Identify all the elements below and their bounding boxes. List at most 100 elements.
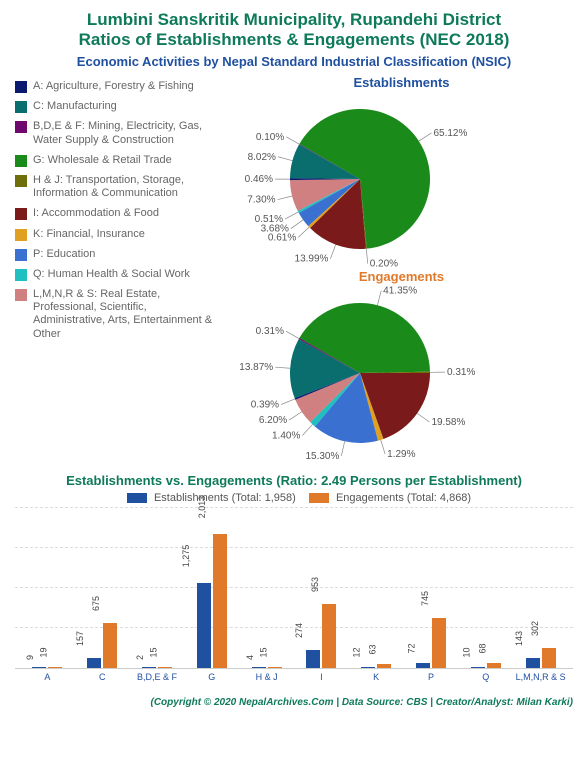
bar-value: 745 <box>420 591 430 609</box>
bar-category-label: G <box>184 668 239 682</box>
legend-item: G: Wholesale & Retail Trade <box>15 154 220 167</box>
bar-value: 72 <box>406 644 416 657</box>
bar-establishments: 274 <box>306 650 320 668</box>
bar-value: 953 <box>310 577 320 595</box>
bar-group: 1263K <box>349 664 404 668</box>
pie-slice-label: 7.30% <box>247 195 275 206</box>
legend-swatch <box>15 269 27 281</box>
pie-slice-label: 1.29% <box>387 449 415 460</box>
bar-value: 302 <box>530 621 540 639</box>
bar-value: 1,275 <box>181 545 191 571</box>
legend-item: H & J: Transportation, Storage, Informat… <box>15 174 220 200</box>
title-line-2: Ratios of Establishments & Engagements (… <box>15 30 573 50</box>
bar-value: 274 <box>294 623 304 641</box>
bar-group: 72745P <box>404 618 459 668</box>
bar-section: Establishments vs. Engagements (Ratio: 2… <box>15 473 573 669</box>
bar-category-label: L,M,N,R & S <box>513 668 568 682</box>
bar-engagements: 953 <box>322 604 336 668</box>
bar-group: 274953I <box>294 604 349 668</box>
legend: A: Agriculture, Forestry & Fishing C: Man… <box>15 73 220 461</box>
legend-label-eng: Engagements (Total: 4,868) <box>336 492 471 504</box>
pie-slice-label: 0.31% <box>256 326 284 337</box>
bar-category-label: B,D,E & F <box>130 668 185 682</box>
pie2-wrap: 41.35%0.31%19.58%1.29%15.30%1.40%6.20%0.… <box>230 286 573 461</box>
bar-establishments: 157 <box>87 658 101 668</box>
pie-slice-label: 65.12% <box>433 128 467 139</box>
bar-group: 1068Q <box>458 663 513 668</box>
legend-label: L,M,N,R & S: Real Estate, Professional, … <box>33 288 220 341</box>
legend-swatch <box>15 289 27 301</box>
top-section: A: Agriculture, Forestry & Fishing C: Man… <box>15 73 573 461</box>
legend-item: K: Financial, Insurance <box>15 228 220 241</box>
pie-slice-label: 0.31% <box>447 367 475 378</box>
pie-slice-label: 0.20% <box>370 259 398 267</box>
bar-value: 143 <box>514 631 524 649</box>
legend-label: H & J: Transportation, Storage, Informat… <box>33 174 220 200</box>
pie-slice-label: 13.99% <box>295 254 329 265</box>
bar-category-label: K <box>349 668 404 682</box>
pie2-title: Engagements <box>230 269 573 284</box>
bar-value: 15 <box>258 647 268 660</box>
bar-group: 1,2752,013G <box>184 534 239 668</box>
pie-slice-label: 1.40% <box>272 430 300 441</box>
legend-item: P: Education <box>15 248 220 261</box>
legend-swatch <box>15 249 27 261</box>
bar-group: 157675C <box>75 623 130 668</box>
bar-value: 4 <box>245 655 255 663</box>
bar-value: 10 <box>461 647 471 660</box>
bar-chart: 919A157675C215B,D,E & F1,2752,013G415H &… <box>15 508 573 669</box>
legend-label: A: Agriculture, Forestry & Fishing <box>33 80 194 93</box>
bar-value: 675 <box>91 596 101 614</box>
bar-establishments: 143 <box>526 658 540 668</box>
bar-value: 2,013 <box>197 496 207 522</box>
bar-value: 12 <box>352 647 362 660</box>
bar-category-label: H & J <box>239 668 294 682</box>
bar-value: 15 <box>148 647 158 660</box>
legend-label: B,D,E & F: Mining, Electricity, Gas, Wat… <box>33 120 220 146</box>
pie1-wrap: 65.12%0.20%13.99%0.61%3.68%0.51%7.30%0.4… <box>230 92 573 267</box>
pie-slice-label: 41.35% <box>383 286 417 297</box>
bar-establishments: 1,275 <box>197 583 211 668</box>
legend-swatch-est <box>127 493 147 503</box>
legend-item: I: Accommodation & Food <box>15 207 220 220</box>
legend-label: K: Financial, Insurance <box>33 228 145 241</box>
legend-label: P: Education <box>33 248 95 261</box>
bar-value: 63 <box>368 644 378 657</box>
legend-swatch <box>15 101 27 113</box>
bar-category-label: C <box>75 668 130 682</box>
bar-group: 919A <box>20 667 75 668</box>
pie-slice-label: 15.30% <box>305 451 339 461</box>
bar-value: 68 <box>477 644 487 657</box>
bar-value: 2 <box>135 655 145 663</box>
bar-engagements: 2,013 <box>213 534 227 668</box>
legend-item: C: Manufacturing <box>15 100 220 113</box>
bar-engagements: 675 <box>103 623 117 668</box>
legend-label: I: Accommodation & Food <box>33 207 159 220</box>
bar-group: 143302L,M,N,R & S <box>513 648 568 668</box>
chart-container: Lumbini Sanskritik Municipality, Rupande… <box>0 0 588 718</box>
legend-label: Q: Human Health & Social Work <box>33 268 190 281</box>
legend-item: Q: Human Health & Social Work <box>15 268 220 281</box>
bar-category-label: A <box>20 668 75 682</box>
bar-value: 157 <box>75 631 85 649</box>
pie1-svg: 65.12%0.20%13.99%0.61%3.68%0.51%7.30%0.4… <box>230 92 570 267</box>
legend-item: B,D,E & F: Mining, Electricity, Gas, Wat… <box>15 120 220 146</box>
title-line-1: Lumbini Sanskritik Municipality, Rupande… <box>15 10 573 30</box>
pie1-title: Establishments <box>230 75 573 90</box>
bar-group: 415H & J <box>239 667 294 668</box>
pie-slice-label: 0.46% <box>245 174 273 185</box>
pie-slice-label: 0.10% <box>256 132 284 143</box>
subtitle: Economic Activities by Nepal Standard In… <box>15 54 573 69</box>
bar-engagements: 302 <box>542 648 556 668</box>
legend-swatch <box>15 121 27 133</box>
legend-label-est: Establishments (Total: 1,958) <box>154 492 296 504</box>
bar-category-label: P <box>404 668 459 682</box>
legend-swatch <box>15 175 27 187</box>
legend-swatch-eng <box>309 493 329 503</box>
pie-charts-column: Establishments 65.12%0.20%13.99%0.61%3.6… <box>230 73 573 461</box>
pie-slice-label: 6.20% <box>259 415 287 426</box>
legend-swatch <box>15 208 27 220</box>
pie-slice-label: 0.51% <box>255 214 283 225</box>
pie-slice-label: 0.39% <box>251 399 279 410</box>
pie-slice-label: 3.68% <box>261 224 289 235</box>
